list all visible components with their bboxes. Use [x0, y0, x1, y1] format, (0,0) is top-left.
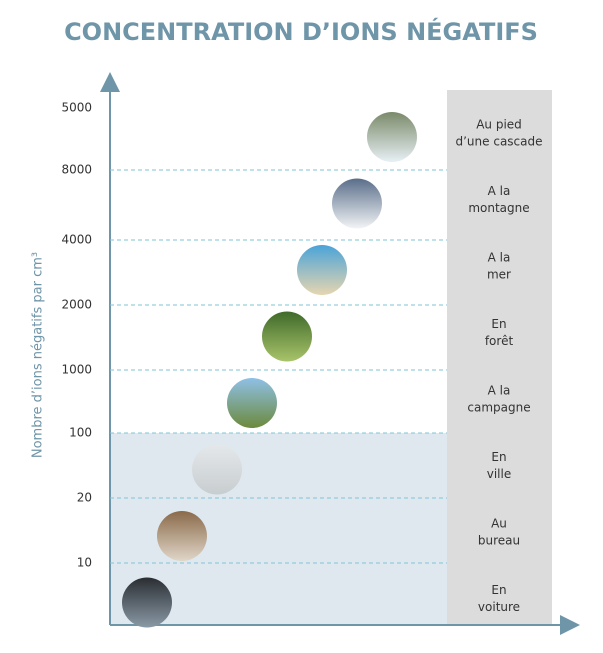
photo-circle: [157, 511, 207, 561]
tick-label: 10: [77, 556, 92, 570]
tick-label: 8000: [61, 163, 92, 177]
row-label: Au: [491, 517, 507, 531]
row-label: A la: [488, 184, 511, 198]
row-label: montagne: [468, 201, 529, 215]
tick-label: 2000: [61, 298, 92, 312]
row-label: campagne: [467, 401, 530, 415]
axis-label: Nombre d’ions négatifs par cm³: [31, 252, 46, 458]
tick-label: 1000: [61, 363, 92, 377]
tick-label: 5000: [61, 101, 92, 115]
photo-circle: [262, 311, 312, 362]
row-label: En: [491, 317, 506, 331]
row-label: En: [491, 450, 506, 464]
row-label: A la: [488, 251, 511, 265]
row-label: d’une cascade: [456, 135, 543, 149]
row-label: bureau: [478, 534, 520, 548]
row-label: mer: [487, 268, 511, 282]
row-label: Au pied: [476, 118, 522, 132]
title: CONCENTRATION D’IONS NÉGATIFS: [64, 17, 538, 46]
tick-label: 4000: [61, 233, 92, 247]
tick-label: 20: [77, 491, 92, 505]
photo-circle: [297, 245, 347, 295]
row-label: ville: [487, 467, 512, 481]
row-label: A la: [488, 384, 511, 398]
row-label: forêt: [485, 334, 514, 348]
photo-circle: [192, 444, 242, 495]
row-label: En: [491, 583, 506, 597]
tick-label: 100: [69, 426, 92, 440]
photo-circle: [332, 178, 382, 229]
label-panel: [447, 90, 552, 625]
row-label: voiture: [478, 600, 520, 614]
photo-circle: [227, 378, 277, 428]
photo-circle: [122, 577, 172, 628]
photo-circle: [367, 112, 417, 162]
